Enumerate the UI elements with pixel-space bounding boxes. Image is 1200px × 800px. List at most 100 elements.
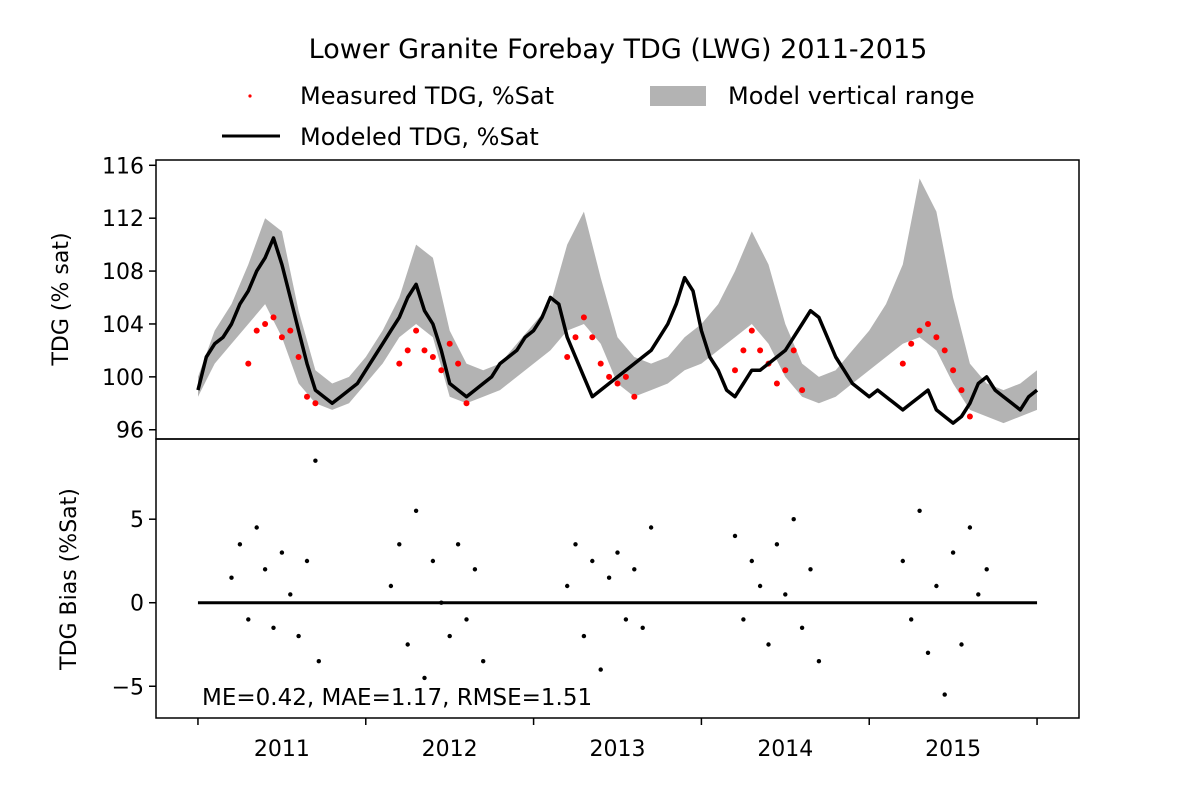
bias-point <box>774 542 780 547</box>
measured-point <box>799 387 806 394</box>
measured-point <box>589 334 596 341</box>
measured-point <box>463 400 470 407</box>
bias-point <box>422 675 427 681</box>
modeled-line <box>196 236 1039 425</box>
measured-point <box>966 413 973 420</box>
error-stats-annotation: ME=0.42, MAE=1.17, RMSE=1.51 <box>202 685 592 711</box>
measured-points <box>245 314 973 420</box>
x-tick-label: 2012 <box>422 737 478 762</box>
bias-point <box>464 617 469 622</box>
bias-point <box>648 525 654 530</box>
y-tick-label: 112 <box>102 207 144 232</box>
y-tick-label: 104 <box>102 313 144 338</box>
chart-title: Lower Granite Forebay TDG (LWG) 2011-201… <box>309 34 928 65</box>
top-y-ticks: 96 100 104 108 112 116 <box>102 154 156 444</box>
bias-point <box>942 692 947 697</box>
bias-point <box>598 667 603 672</box>
y-tick-label: 108 <box>102 260 144 285</box>
bias-point <box>316 659 321 664</box>
measured-point <box>312 400 319 407</box>
bias-point <box>413 508 419 513</box>
measured-point <box>270 314 277 321</box>
measured-point <box>908 340 915 347</box>
bias-point <box>900 558 905 564</box>
measured-point <box>421 347 428 354</box>
measured-point <box>564 354 571 360</box>
measured-point <box>614 380 621 387</box>
bias-point <box>749 558 754 564</box>
bias-point <box>791 517 796 522</box>
bottom-axes-frame <box>155 438 1080 719</box>
bias-point <box>783 592 788 597</box>
bias-point <box>565 583 570 589</box>
measured-point <box>278 334 285 341</box>
measured-point <box>606 373 613 380</box>
x-tick-label: 2015 <box>925 737 981 762</box>
model-range-area <box>198 178 1037 424</box>
legend-measured-marker <box>248 94 252 98</box>
bias-point <box>766 642 771 647</box>
bias-point <box>606 575 612 580</box>
measured-point <box>916 327 923 334</box>
bias-point <box>581 633 587 639</box>
y-tick-label: 116 <box>102 154 144 179</box>
bias-point <box>757 583 763 589</box>
x-tick-label: 2011 <box>254 737 310 762</box>
measured-point <box>757 347 764 354</box>
y-tick-label: 5 <box>130 508 144 533</box>
bias-point <box>799 625 805 630</box>
bias-point <box>388 583 394 589</box>
measured-point <box>782 367 789 374</box>
bias-point <box>430 558 436 564</box>
top-panel: 96 100 104 108 112 116 TDG (% sat) <box>49 154 1080 444</box>
measured-point <box>790 347 797 354</box>
bias-point <box>447 633 452 639</box>
measured-point <box>253 327 260 334</box>
modeled-series-line <box>196 236 1039 425</box>
measured-point <box>262 321 269 327</box>
bias-point <box>632 567 637 572</box>
measured-point <box>958 387 965 394</box>
top-y-axis-label: TDG (% sat) <box>49 232 74 366</box>
bias-point <box>405 642 410 647</box>
bias-point <box>573 542 578 547</box>
measured-point <box>933 334 940 341</box>
measured-point <box>773 380 780 387</box>
bias-point <box>397 542 402 547</box>
measured-point <box>580 314 587 321</box>
measured-point <box>748 327 755 334</box>
measured-point <box>631 393 638 400</box>
measured-point <box>572 334 579 341</box>
measured-point <box>413 327 420 334</box>
bias-point <box>472 567 478 572</box>
measured-point <box>287 327 294 334</box>
legend-modeled-label: Modeled TDG, %Sat <box>300 123 539 151</box>
y-tick-label: 0 <box>130 592 144 617</box>
measured-point <box>941 347 948 354</box>
x-tick-label: 2013 <box>590 737 646 762</box>
bias-point <box>741 617 746 622</box>
measured-point <box>455 360 462 367</box>
legend-range-label: Model vertical range <box>728 82 975 110</box>
measured-point <box>446 340 453 347</box>
measured-point <box>438 367 445 374</box>
measured-point <box>295 354 302 360</box>
bias-point <box>262 567 268 572</box>
measured-point <box>925 321 931 327</box>
x-tick-label: 2014 <box>757 737 813 762</box>
measured-point <box>404 347 411 354</box>
bias-point <box>246 617 251 622</box>
bias-point <box>254 525 259 530</box>
bias-point <box>237 542 243 547</box>
bias-point <box>313 458 318 463</box>
y-tick-label: −5 <box>112 675 144 700</box>
measured-point <box>950 367 957 374</box>
measured-point <box>429 354 436 360</box>
bias-point <box>959 642 964 647</box>
bias-point <box>925 650 931 655</box>
bias-point <box>288 592 293 597</box>
bias-point <box>976 592 981 597</box>
bias-points <box>229 458 989 697</box>
bias-point <box>296 633 301 639</box>
